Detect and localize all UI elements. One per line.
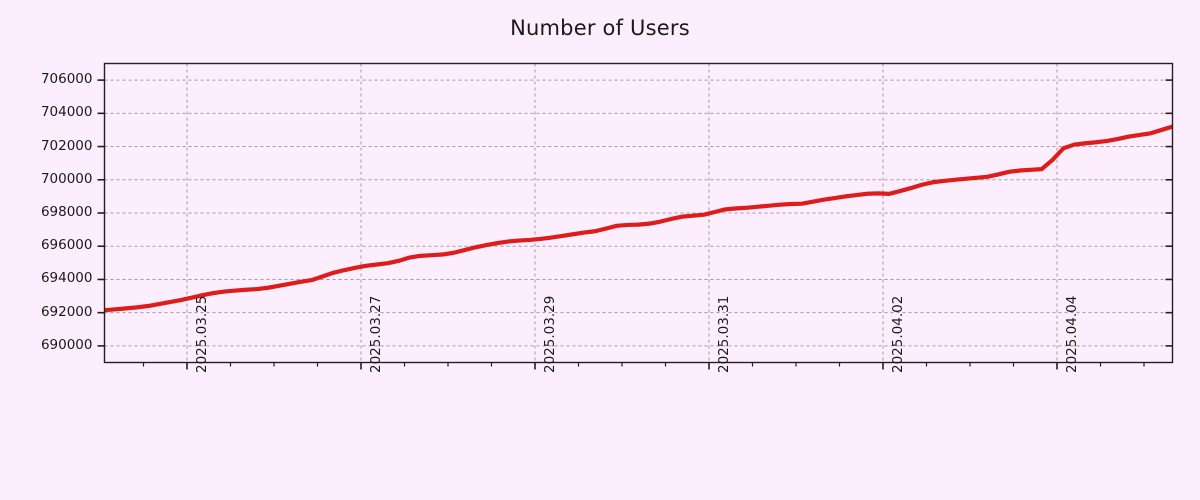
x-axis-tick-label: 2025.04.02 xyxy=(890,295,906,373)
y-axis-tick-label: 704000 xyxy=(40,104,93,121)
y-axis-tick-label: 702000 xyxy=(40,137,93,154)
data-series-layer xyxy=(104,124,1174,313)
data-line-number-of-users xyxy=(104,124,1174,313)
grid-layer xyxy=(104,63,1173,363)
plot-frame xyxy=(103,62,1174,364)
y-axis-tick-label: 698000 xyxy=(40,204,93,220)
y-axis-tick-label: 692000 xyxy=(40,303,93,320)
y-axis-tick-label: 694000 xyxy=(40,270,93,287)
x-axis-tick-label: 2025.03.29 xyxy=(542,295,558,373)
y-axis-tick-label: 700000 xyxy=(40,170,93,187)
x-axis-tick-label: 2025.04.04 xyxy=(1064,295,1080,373)
y-axis-tick-label: 690000 xyxy=(40,336,93,353)
x-axis-tick-label: 2025.03.31 xyxy=(716,295,732,373)
x-axis-tick-label: 2025.03.27 xyxy=(368,295,384,373)
chart-title: Number of Users xyxy=(510,16,690,40)
tick-marks-layer xyxy=(97,79,1173,370)
y-axis-tick-label: 706000 xyxy=(40,71,93,88)
y-axis-tick-label: 696000 xyxy=(40,237,93,254)
x-axis-tick-label: 2025.03.25 xyxy=(194,295,210,373)
